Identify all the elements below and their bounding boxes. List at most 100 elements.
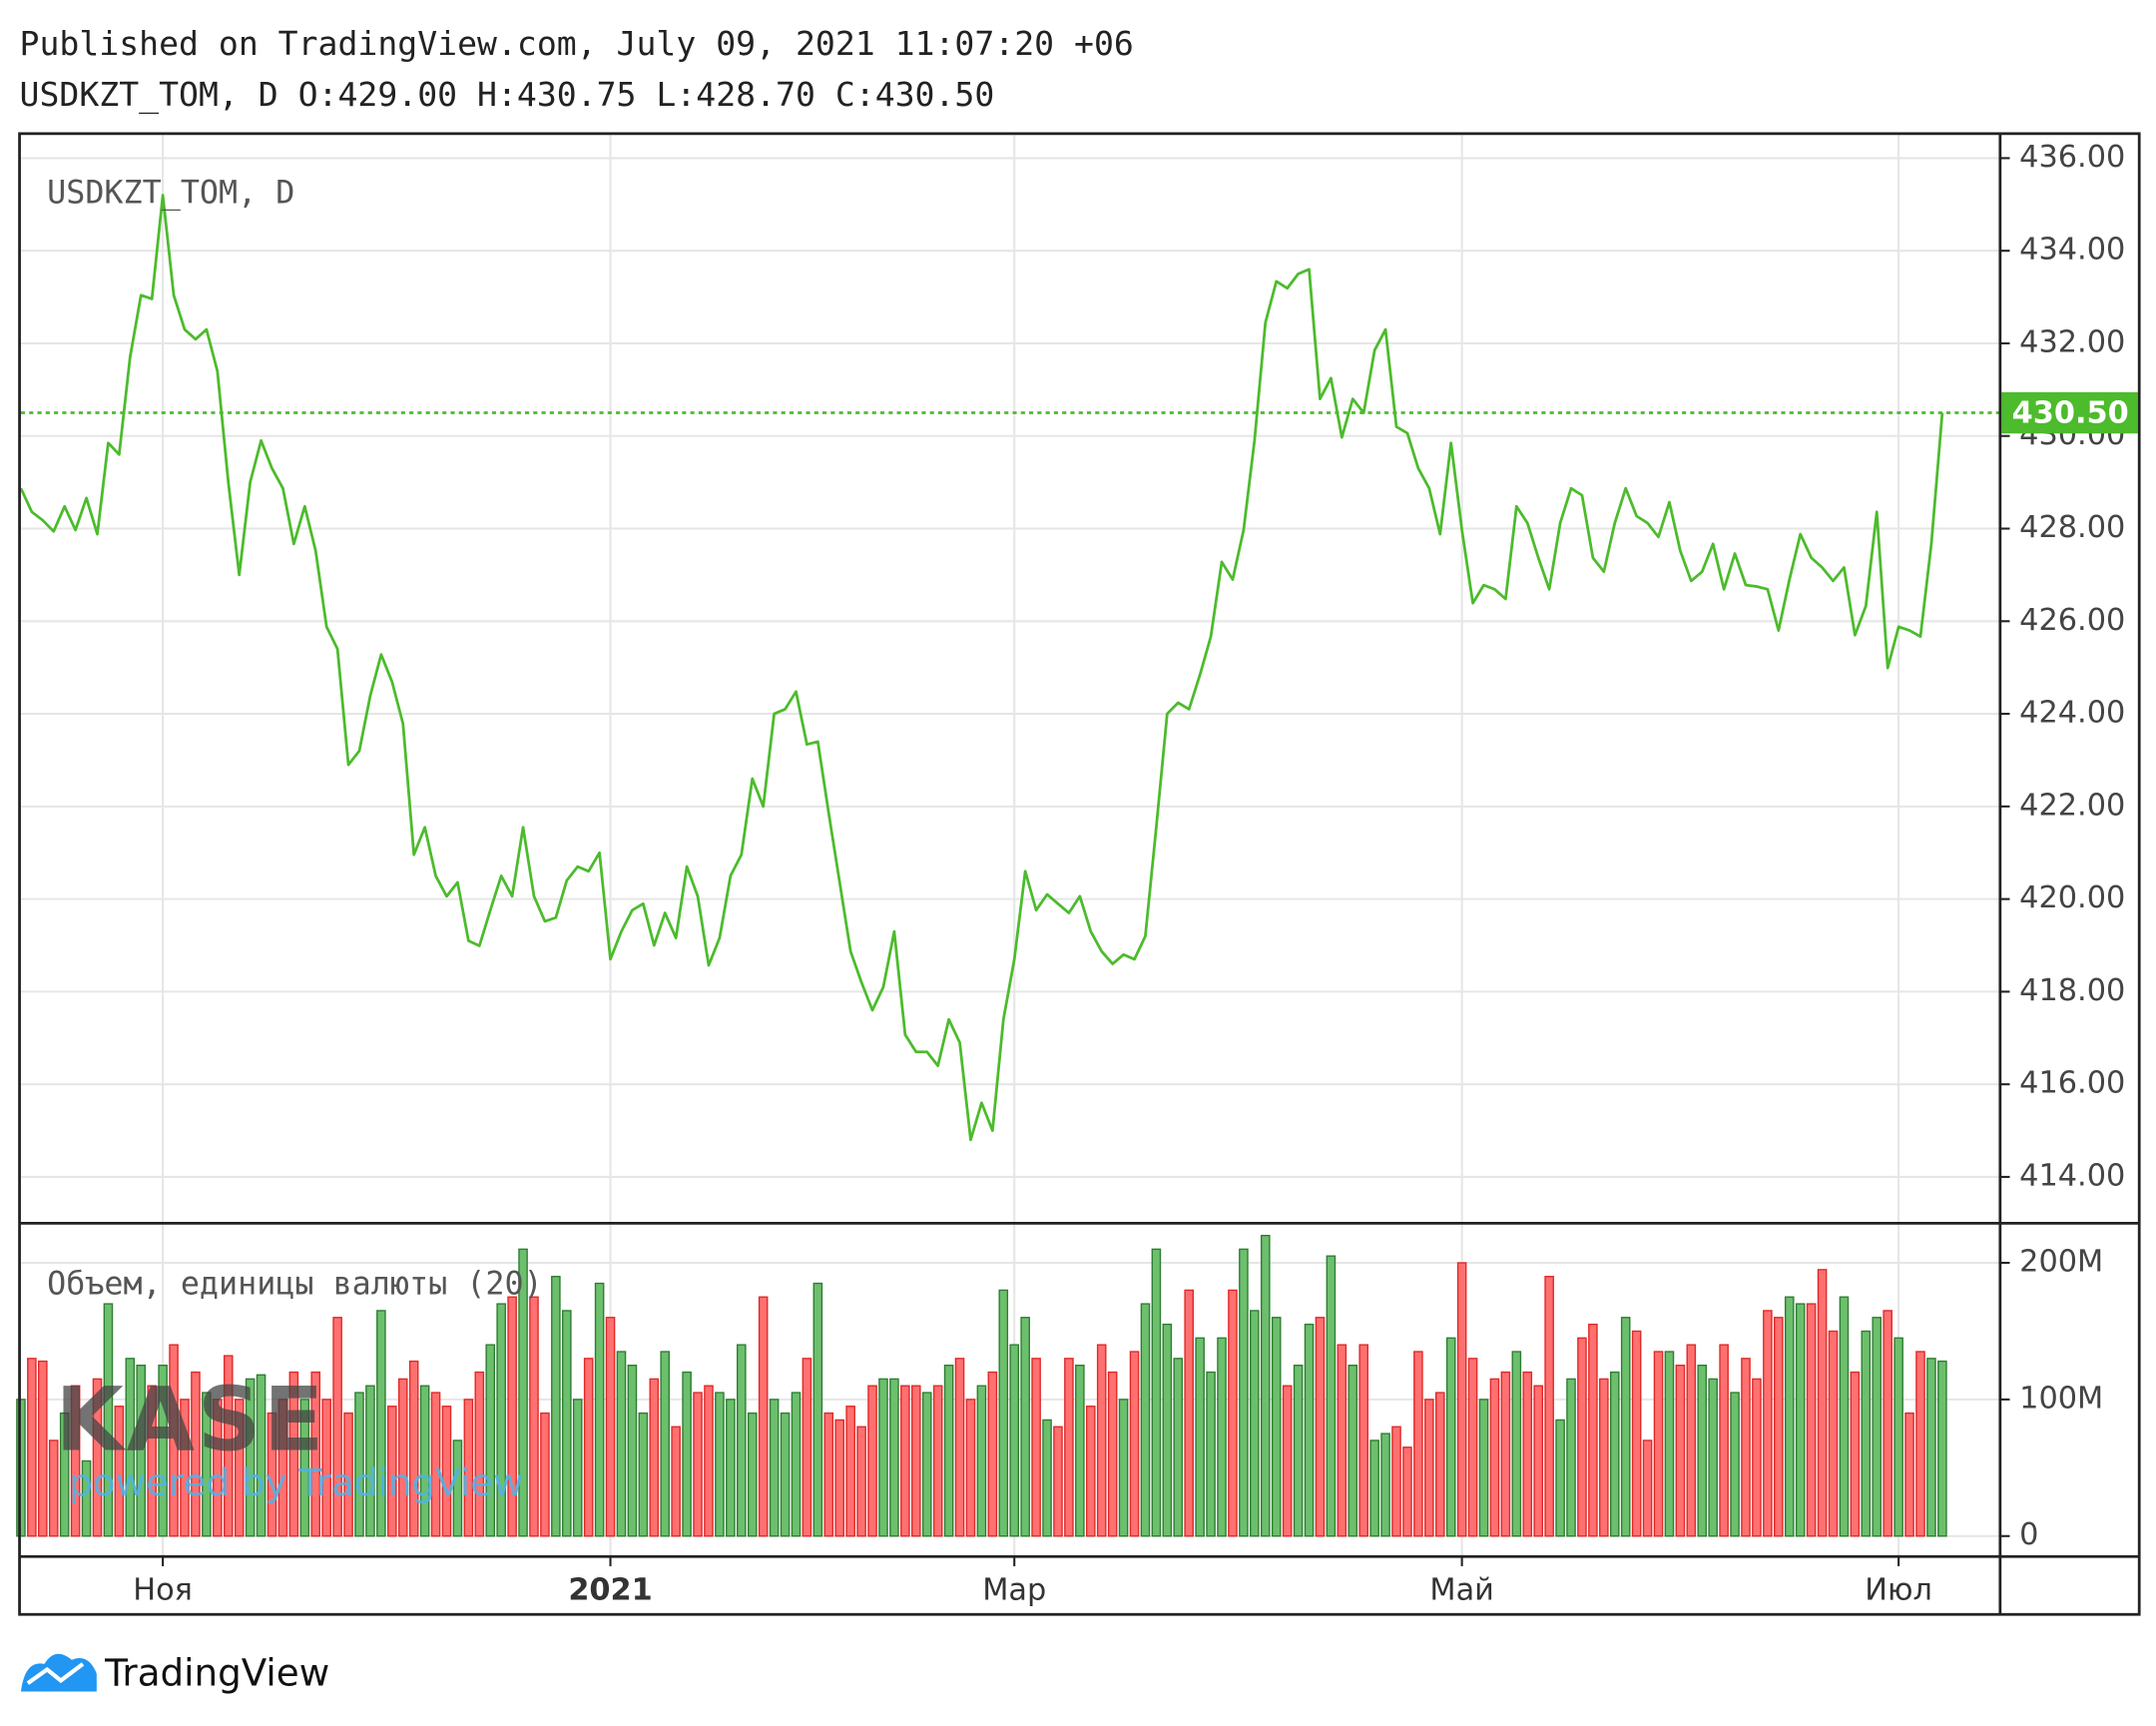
volume-bar: [823, 1412, 834, 1537]
volume-bar: [1282, 1385, 1293, 1537]
volume-bar: [1566, 1378, 1576, 1537]
volume-bar: [910, 1385, 921, 1537]
volume-bar: [1926, 1358, 1936, 1537]
volume-bar: [932, 1385, 943, 1537]
last-price-box: [2001, 391, 2138, 434]
volume-bar: [1861, 1330, 1872, 1537]
volume-bar: [1511, 1351, 1522, 1537]
marks: [16, 194, 2000, 1537]
y-tick-label: 416.00: [2019, 1066, 2125, 1101]
volume-bar: [1042, 1419, 1052, 1537]
volume-bar: [965, 1399, 976, 1537]
volume-bar: [1348, 1364, 1358, 1537]
volume-bar: [1162, 1323, 1173, 1537]
volume-bar: [1009, 1344, 1020, 1537]
volume-bar: [376, 1310, 386, 1537]
volume-bar: [202, 1392, 212, 1537]
volume-bar: [1369, 1439, 1379, 1537]
y-tick-label: 100M: [2019, 1381, 2103, 1416]
volume-bar: [1184, 1289, 1195, 1537]
volume-bar: [540, 1412, 550, 1537]
volume-bar: [791, 1392, 802, 1537]
volume-bar: [1173, 1358, 1184, 1537]
volume-bar: [1304, 1323, 1315, 1537]
volume-bar: [1937, 1360, 1947, 1537]
volume-bar: [987, 1371, 998, 1537]
volume-bar: [441, 1406, 452, 1537]
y-tick-label: 422.00: [2019, 788, 2125, 823]
volume-bar: [1915, 1351, 1925, 1537]
volume-bar: [1293, 1364, 1304, 1537]
volume-bar: [1828, 1330, 1839, 1537]
volume-bar: [605, 1317, 616, 1537]
volume-bar: [70, 1385, 81, 1537]
volume-bar: [693, 1392, 703, 1537]
volume-bar: [594, 1282, 605, 1537]
volume-bar: [1075, 1364, 1085, 1537]
volume-bar: [1642, 1439, 1653, 1537]
volume-bar: [1686, 1344, 1697, 1537]
y-tick-label: 0: [2019, 1517, 2038, 1552]
volume-bar: [452, 1439, 463, 1537]
last-price-label: 430.50: [2012, 395, 2129, 430]
volume-bar: [1391, 1426, 1401, 1537]
volume-bar: [551, 1276, 561, 1537]
volume-bar: [299, 1399, 310, 1537]
volume-bar: [147, 1385, 157, 1537]
y-tick-label: 436.00: [2019, 140, 2125, 175]
volume-bar: [1620, 1317, 1631, 1537]
volume-bar: [1053, 1426, 1063, 1537]
volume-bar: [332, 1317, 342, 1537]
volume-bar: [660, 1351, 671, 1537]
volume-bar: [616, 1351, 627, 1537]
y-tick-label: 200M: [2019, 1245, 2103, 1280]
volume-bar: [1675, 1364, 1686, 1537]
volume-bar: [507, 1296, 517, 1537]
volume-bar: [1380, 1433, 1390, 1537]
volume-bar: [1588, 1323, 1598, 1537]
volume-bar: [1424, 1399, 1434, 1537]
volume-bar: [1337, 1344, 1348, 1537]
volume-bar: [387, 1406, 397, 1537]
x-tick-label: Июл: [1865, 1572, 1932, 1607]
volume-bar: [343, 1412, 353, 1537]
volume-bar: [1358, 1344, 1369, 1537]
x-tick-label: 2021: [568, 1572, 652, 1607]
volume-bar: [1228, 1289, 1238, 1537]
volume-bar: [223, 1355, 234, 1537]
volume-bar: [354, 1392, 364, 1537]
volume-bar: [1599, 1378, 1609, 1537]
volume-bar: [430, 1392, 441, 1537]
volume-bar: [921, 1392, 932, 1537]
y-tick-label: 432.00: [2019, 324, 2125, 359]
volume-bar: [682, 1371, 692, 1537]
volume-bar: [867, 1385, 877, 1537]
volume-bar: [1118, 1399, 1129, 1537]
volume-bar: [845, 1406, 855, 1537]
volume-bar: [1730, 1392, 1740, 1537]
volume-bar: [943, 1364, 954, 1537]
volume-bar: [1260, 1234, 1271, 1537]
volume-bar: [1326, 1255, 1337, 1537]
volume-bar: [288, 1371, 299, 1537]
volume-bar: [1020, 1317, 1030, 1537]
volume-bar: [1577, 1337, 1587, 1537]
volume-bar: [1664, 1351, 1675, 1537]
volume-bar: [562, 1310, 572, 1537]
volume-bar: [1806, 1303, 1817, 1537]
volume-bar: [310, 1371, 321, 1537]
volume-bar: [1151, 1248, 1162, 1537]
volume-bar: [1478, 1399, 1489, 1537]
volume-bar: [1206, 1371, 1216, 1537]
x-tick-label: Май: [1429, 1572, 1494, 1607]
volume-bar: [1741, 1358, 1751, 1537]
volume-bar: [649, 1378, 660, 1537]
volume-bar: [256, 1374, 267, 1537]
volume-bar: [1195, 1337, 1205, 1537]
volume-bar: [1795, 1303, 1806, 1537]
logo-line: [26, 1662, 85, 1685]
volume-bar: [834, 1419, 845, 1537]
volume-bar: [1413, 1351, 1423, 1537]
legend-label: USDKZT_TOM, D: [47, 176, 294, 212]
